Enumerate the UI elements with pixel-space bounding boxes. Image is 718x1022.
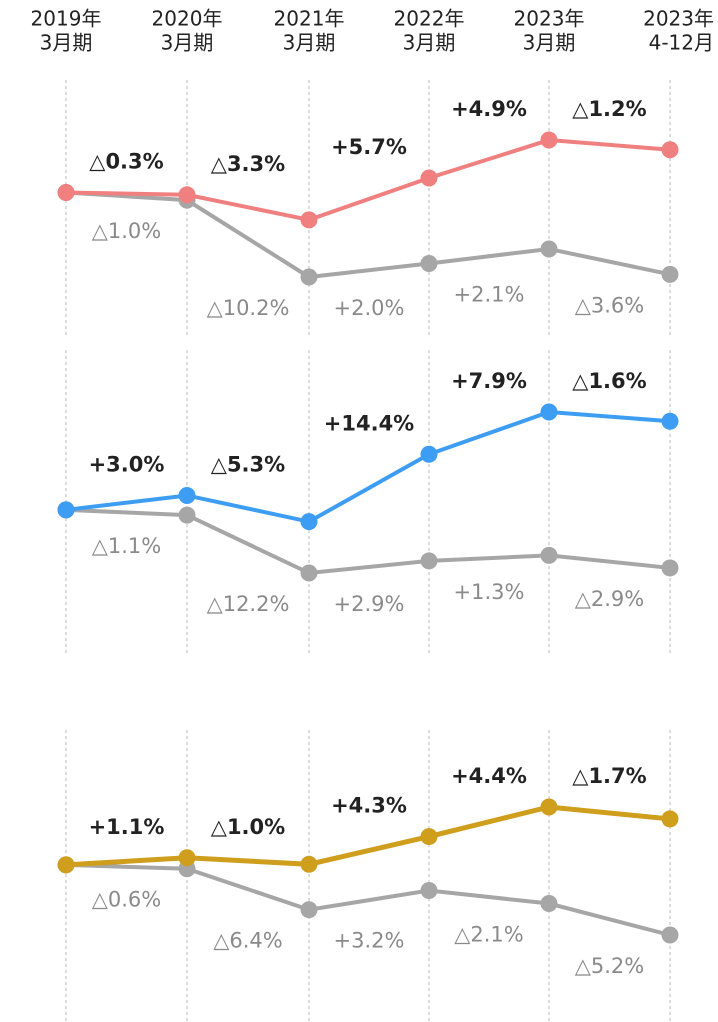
point [300,513,318,531]
point [57,501,75,519]
x-tick-label: 3月期 [161,31,214,55]
point [300,564,318,582]
x-tick-label: 3月期 [403,31,456,55]
x-tick-label: 2020年 [152,7,223,31]
point [57,856,75,874]
data-label: △3.6% [575,293,645,317]
data-label: △1.2% [572,97,646,121]
point [420,882,438,900]
point [661,559,679,577]
data-label: △6.4% [213,929,283,953]
data-label: △12.2% [207,592,290,616]
point [300,268,318,286]
data-label: +3.0% [89,452,165,476]
x-tick-label: 2019年 [31,7,102,31]
data-label: △2.1% [454,923,524,947]
data-label: △1.7% [572,764,646,788]
x-tick-label: 4-12月 [649,31,714,55]
data-label: +2.9% [334,592,405,616]
data-label: △1.1% [92,534,162,558]
data-label: +7.9% [451,369,527,393]
x-tick-label: 3月期 [40,31,93,55]
point [661,141,679,159]
data-label: △5.3% [211,452,285,476]
point [661,265,679,283]
series-line [65,507,671,576]
point [420,552,438,570]
data-label: △0.3% [89,150,163,174]
point [178,186,196,204]
point [178,486,196,504]
data-label: +5.7% [331,135,407,159]
point [300,211,318,229]
point [661,926,679,944]
data-label: +14.4% [324,411,414,435]
data-label: △10.2% [207,296,290,320]
point [420,169,438,187]
point [300,855,318,873]
point [661,810,679,828]
data-label: △2.9% [575,587,645,611]
x-tick-label: 2023年 [514,7,585,31]
x-tick-label: 2022年 [394,7,465,31]
series-line [65,190,671,280]
x-tick-label: 3月期 [523,31,576,55]
point [57,184,75,202]
data-label: △1.0% [211,815,285,839]
data-label: +4.9% [451,97,527,121]
point [540,798,558,816]
data-label: △0.6% [92,888,162,912]
point [540,546,558,564]
point [300,901,318,919]
data-label: +1.3% [454,580,525,604]
series-line [65,862,671,937]
point [540,895,558,913]
series-line [65,137,671,222]
point [420,445,438,463]
data-label: △1.0% [92,219,162,243]
series-line [65,409,671,524]
point [540,403,558,421]
data-label: +2.0% [334,296,405,320]
data-label: △5.2% [575,954,645,978]
data-label: +2.1% [454,282,525,306]
x-tick-label: 2021年 [274,7,345,31]
point [178,849,196,867]
data-label: △1.6% [572,369,646,393]
x-tick-label: 3月期 [283,31,336,55]
data-label: +3.2% [334,929,405,953]
point [178,506,196,524]
point [420,828,438,846]
data-label: +4.3% [331,794,407,818]
x-tick-label: 2023年 [643,7,714,31]
data-label: △3.3% [211,152,285,176]
point [661,412,679,430]
data-label: +1.1% [89,815,165,839]
point [540,131,558,149]
point [420,254,438,272]
series-line [65,804,671,868]
point [540,240,558,258]
data-label: +4.4% [451,764,527,788]
